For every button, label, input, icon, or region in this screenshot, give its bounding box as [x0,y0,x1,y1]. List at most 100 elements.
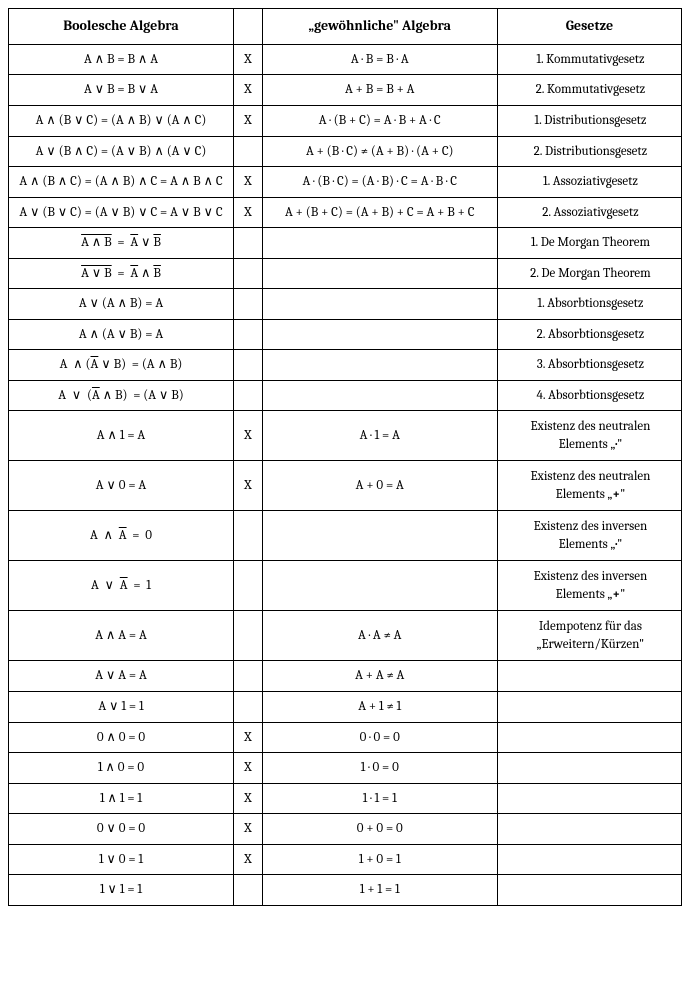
table-row: A ∨ (B ∧ C) = (A ∨ B) ∧ (A ∨ C) A + (B · … [9,136,682,167]
match-cell: X [234,783,263,814]
match-cell: X [234,105,263,136]
match-cell [234,228,263,259]
table-row: A ∨ B = A ∧ B2. De Morgan Theorem [9,258,682,289]
match-cell [234,319,263,350]
boolean-cell: A ∨ (B ∧ C) = (A ∨ B) ∧ (A ∨ C) [9,136,234,167]
boolean-cell: A ∧ A = A [9,611,234,661]
law-cell [497,814,681,845]
law-cell: 4. Absorbtionsgesetz [497,380,681,411]
match-cell [234,611,263,661]
match-cell: X [234,411,263,461]
boolean-cell: 1 ∧ 0 = 0 [9,753,234,784]
algebra-cell: A + (B · C) ≠ (A + B) · (A + C) [262,136,497,167]
algebra-cell: 1 + 0 = 1 [262,844,497,875]
algebra-cell: A + 0 = A [262,461,497,511]
boolean-cell: A ∧ 1 = A [9,411,234,461]
table-row: A ∧ B = A ∨ B1. De Morgan Theorem [9,228,682,259]
table-row: 1 ∨ 1 = 11 + 1 = 1 [9,875,682,906]
algebra-cell: A · 1 = A [262,411,497,461]
law-cell: 1. Distributionsgesetz [497,105,681,136]
boolean-cell: 1 ∨ 0 = 1 [9,844,234,875]
boolean-cell: A ∨ 0 = A [9,461,234,511]
boolean-cell: 0 ∧ 0 = 0 [9,722,234,753]
header-algebra: „gewöhnliche" Algebra [262,9,497,45]
law-cell: Existenz des inversenElements „·" [497,511,681,561]
table-row: 1 ∧ 0 = 0X1 · 0 = 0 [9,753,682,784]
table-row: 1 ∨ 0 = 1X1 + 0 = 1 [9,844,682,875]
table-row: A ∨ A = A A + A ≠ A [9,661,682,692]
law-cell: 2. De Morgan Theorem [497,258,681,289]
match-cell [234,350,263,381]
boolean-cell: A ∨ A = A [9,661,234,692]
match-cell: X [234,722,263,753]
algebra-cell [262,319,497,350]
match-cell [234,875,263,906]
algebra-cell: A · (B · C) = (A · B) · C = A · B · C [262,167,497,198]
algebra-cell: 0 · 0 = 0 [262,722,497,753]
law-cell [497,722,681,753]
table-row: A ∨ A = 1Existenz des inversenElements „… [9,561,682,611]
header-boolean: Boolesche Algebra [9,9,234,45]
algebra-cell: A · B = B · A [262,44,497,75]
boolean-cell: 0 ∨ 0 = 0 [9,814,234,845]
algebra-cell [262,350,497,381]
match-cell: X [234,44,263,75]
table-row: A ∨ 1 = 1A + 1 ≠ 1 [9,692,682,723]
law-cell [497,783,681,814]
law-cell [497,692,681,723]
algebra-cell: A + A ≠ A [262,661,497,692]
table-row: 0 ∧ 0 = 0X0 · 0 = 0 [9,722,682,753]
boolean-cell: A ∨ (A ∧ B) = (A ∨ B) [9,380,234,411]
law-cell: 2. Assoziativgesetz [497,197,681,228]
algebra-cell [262,561,497,611]
table-row: A ∨ B = B ∨ AXA + B = B + A2. Kommutativ… [9,75,682,106]
law-cell: 1. Absorbtionsgesetz [497,289,681,320]
table-row: A ∨ 0 = AXA + 0 = AExistenz des neutrale… [9,461,682,511]
boolean-cell: 1 ∧ 1 = 1 [9,783,234,814]
algebra-cell: 0 + 0 = 0 [262,814,497,845]
algebra-cell [262,380,497,411]
header-x [234,9,263,45]
header-law: Gesetze [497,9,681,45]
law-cell [497,753,681,784]
table-row: A ∧ (B ∧ C) = (A ∧ B) ∧ C = A ∧ B ∧ CXA … [9,167,682,198]
law-cell: Existenz des neutralenElements „·" [497,411,681,461]
algebra-cell: A · A ≠ A [262,611,497,661]
algebra-cell: 1 · 1 = 1 [262,783,497,814]
table-row: A ∧ (A ∨ B) = A 2. Absorbtionsgesetz [9,319,682,350]
law-cell: Existenz des neutralenElements „+" [497,461,681,511]
table-header-row: Boolesche Algebra „gewöhnliche" Algebra … [9,9,682,45]
algebra-cell [262,228,497,259]
match-cell: X [234,753,263,784]
algebra-cell: A + 1 ≠ 1 [262,692,497,723]
match-cell [234,692,263,723]
match-cell: X [234,461,263,511]
table-row: A ∧ B = B ∧ AXA · B = B · A1. Kommutativ… [9,44,682,75]
table-row: A ∨ (B ∨ C) = (A ∨ B) ∨ C = A ∨ B ∨ CXA … [9,197,682,228]
algebra-cell: A + B = B + A [262,75,497,106]
law-cell: 2. Absorbtionsgesetz [497,319,681,350]
boolean-cell: A ∨ A = 1 [9,561,234,611]
law-cell [497,844,681,875]
match-cell [234,511,263,561]
match-cell: X [234,814,263,845]
boolean-cell: A ∧ (A ∨ B) = (A ∧ B) [9,350,234,381]
law-cell: 1. Kommutativgesetz [497,44,681,75]
table-row: A ∧ A = A A · A ≠ AIdempotenz für das„Erw… [9,611,682,661]
match-cell: X [234,844,263,875]
table-row: A ∧ 1 = AXA · 1 = AExistenz des neutrale… [9,411,682,461]
table-body: A ∧ B = B ∧ AXA · B = B · A1. Kommutativ… [9,44,682,905]
law-cell: Idempotenz für das„Erweitern/Kürzen" [497,611,681,661]
boolean-cell: A ∨ (A ∧ B) = A [9,289,234,320]
algebra-cell: 1 · 0 = 0 [262,753,497,784]
table-row: A ∧ (B ∨ C) = (A ∧ B) ∨ (A ∧ C)XA · (B +… [9,105,682,136]
match-cell [234,661,263,692]
boolean-cell: A ∧ (A ∨ B) = A [9,319,234,350]
law-cell [497,875,681,906]
match-cell [234,561,263,611]
match-cell [234,380,263,411]
algebra-cell [262,289,497,320]
law-cell: 2. Distributionsgesetz [497,136,681,167]
algebra-cell: A + (B + C) = (A + B) + C = A + B + C [262,197,497,228]
algebra-cell [262,511,497,561]
